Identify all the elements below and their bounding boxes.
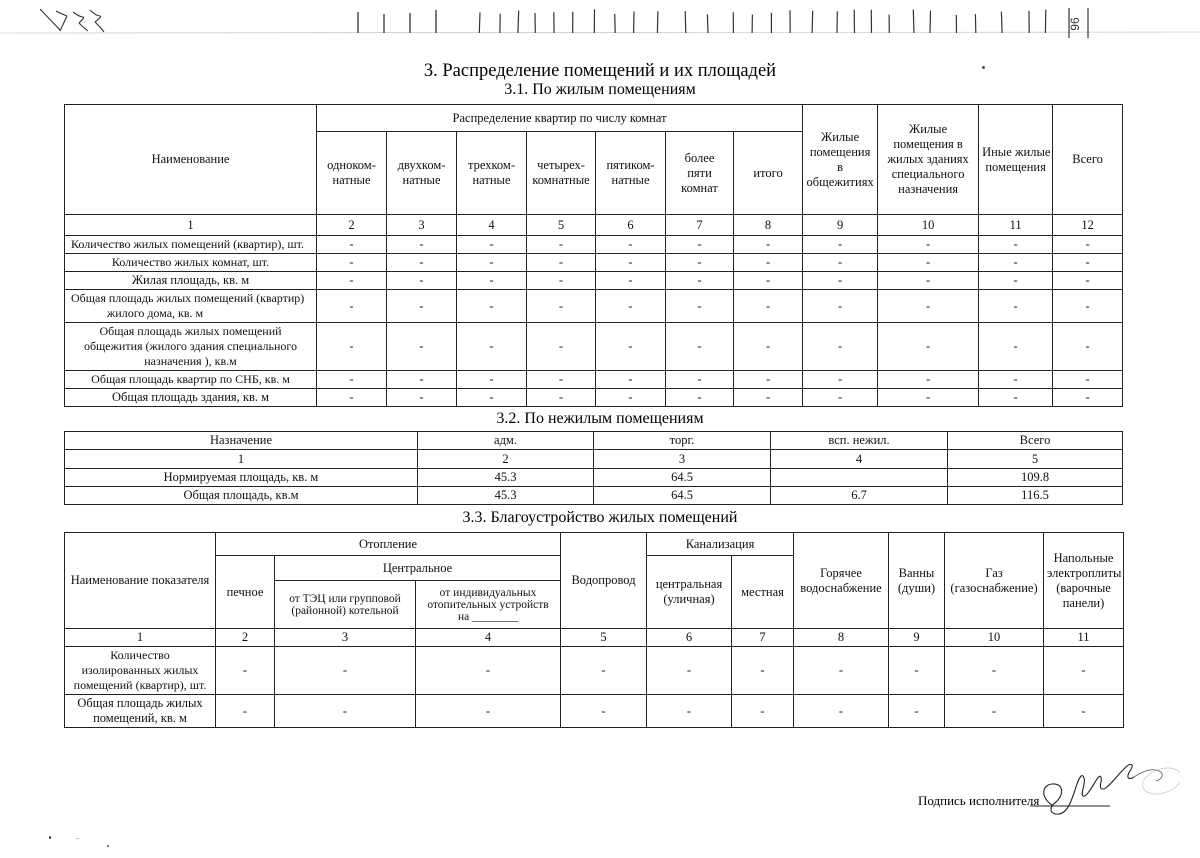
svg-text:96: 96 xyxy=(1068,17,1082,31)
